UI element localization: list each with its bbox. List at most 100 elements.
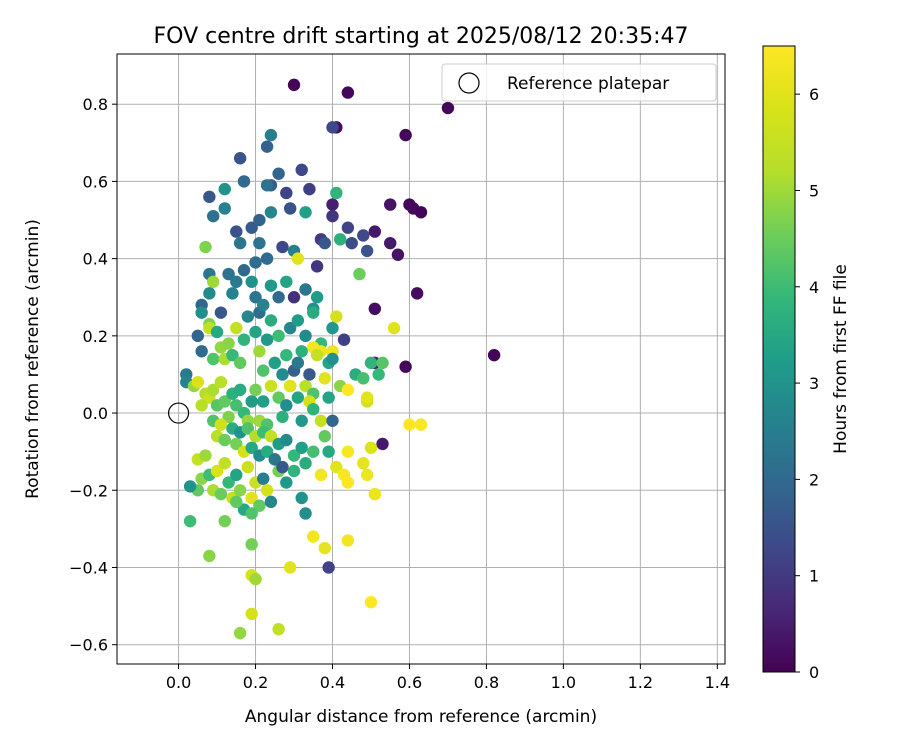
data-point xyxy=(307,306,320,319)
data-point xyxy=(410,287,424,300)
data-point xyxy=(399,360,412,373)
data-point xyxy=(233,152,247,165)
data-point xyxy=(264,206,278,219)
data-point xyxy=(299,457,312,470)
data-point xyxy=(195,345,208,358)
data-point xyxy=(272,167,285,180)
data-point xyxy=(283,561,297,574)
data-point xyxy=(376,437,389,451)
data-point xyxy=(210,464,224,478)
legend-box xyxy=(441,63,717,102)
x-tick-label: 1.4 xyxy=(705,673,730,692)
data-point xyxy=(403,418,416,431)
data-point xyxy=(299,379,312,393)
data-point xyxy=(230,321,243,335)
data-point xyxy=(330,186,343,200)
data-point xyxy=(291,314,305,327)
data-point xyxy=(264,314,278,327)
y-axis-label: Rotation from reference (arcmin) xyxy=(23,219,43,499)
data-point xyxy=(299,283,312,296)
legend-label: Reference platepar xyxy=(507,74,669,94)
y-tick-label: 0.4 xyxy=(83,250,108,269)
data-point xyxy=(314,468,328,482)
data-point xyxy=(341,221,355,234)
data-point xyxy=(195,399,208,412)
data-point xyxy=(264,128,278,142)
data-point xyxy=(245,395,258,408)
data-point xyxy=(280,186,293,200)
data-point xyxy=(249,325,262,339)
data-point xyxy=(299,329,312,343)
data-point xyxy=(487,348,501,362)
x-axis-label: Angular distance from reference (arcmin) xyxy=(245,707,597,727)
data-point xyxy=(280,433,293,447)
data-point xyxy=(318,541,331,555)
data-point xyxy=(268,356,281,370)
colorbar-tick-label: 4 xyxy=(809,278,819,297)
data-point xyxy=(295,414,308,427)
data-point xyxy=(245,491,258,505)
data-point xyxy=(214,418,228,431)
data-point xyxy=(310,348,324,362)
data-point xyxy=(264,430,278,443)
data-point xyxy=(291,391,305,404)
data-point xyxy=(245,507,258,520)
data-point xyxy=(222,337,235,350)
data-point xyxy=(214,375,228,389)
data-point xyxy=(191,375,205,389)
data-point xyxy=(364,356,378,370)
reference-platepar-marker xyxy=(167,402,190,424)
data-point xyxy=(199,240,212,254)
data-point xyxy=(249,256,262,269)
data-point xyxy=(195,306,208,319)
data-point xyxy=(245,538,258,551)
data-point xyxy=(341,476,355,489)
y-tick-label: −0.4 xyxy=(69,558,108,577)
x-tick-label: 0.0 xyxy=(166,673,191,692)
data-point xyxy=(218,395,231,408)
data-point xyxy=(233,236,247,250)
data-point xyxy=(322,561,335,574)
data-point xyxy=(326,321,339,335)
data-point xyxy=(245,275,258,288)
data-point xyxy=(207,209,220,223)
data-point xyxy=(249,383,262,397)
data-point xyxy=(191,329,205,343)
scatter-points xyxy=(180,78,501,640)
data-point xyxy=(307,445,320,458)
data-point xyxy=(322,391,335,404)
data-point xyxy=(183,514,197,528)
data-point xyxy=(341,445,355,458)
data-point xyxy=(280,476,293,489)
colorbar-label: Hours from first FF file xyxy=(831,264,851,454)
data-point xyxy=(283,202,297,215)
data-point xyxy=(280,399,293,412)
data-point xyxy=(441,101,455,115)
data-point xyxy=(233,626,247,640)
x-tick-label: 0.6 xyxy=(397,673,422,692)
colorbar-tick-label: 1 xyxy=(809,567,819,586)
data-point xyxy=(233,484,247,497)
data-point xyxy=(364,596,378,609)
data-point xyxy=(333,233,347,246)
data-point xyxy=(364,441,378,454)
x-axis: 0.0 0.2 0.4 0.6 0.8 1.0 1.2 1.4 xyxy=(166,664,730,692)
data-point xyxy=(264,495,278,509)
data-point xyxy=(307,530,320,543)
data-point xyxy=(341,534,355,547)
data-point xyxy=(310,291,324,304)
data-point xyxy=(207,352,220,366)
data-point xyxy=(330,460,343,474)
data-point xyxy=(399,128,412,142)
data-point xyxy=(207,383,220,397)
data-point xyxy=(264,279,278,292)
data-point xyxy=(264,379,278,393)
x-tick-label: 1.2 xyxy=(628,673,653,692)
data-point xyxy=(203,287,216,300)
colorbar: 0 1 2 3 4 5 6 Hours from first FF file xyxy=(762,45,851,682)
plot-frame xyxy=(116,53,726,665)
data-point xyxy=(233,383,247,397)
data-point xyxy=(326,352,339,366)
data-point xyxy=(318,236,331,250)
data-point xyxy=(330,310,343,323)
